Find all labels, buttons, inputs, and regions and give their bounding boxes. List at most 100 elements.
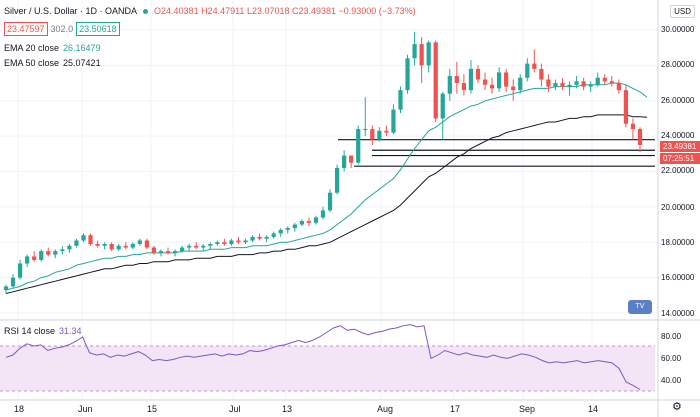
rsi-tick: 80.00 bbox=[661, 332, 682, 341]
candle-body bbox=[377, 130, 382, 140]
candle-body bbox=[384, 130, 389, 133]
candle-body bbox=[630, 123, 636, 130]
ema50-legend[interactable]: EMA 50 close 25.07421 bbox=[4, 58, 101, 68]
candle-body bbox=[257, 236, 262, 239]
candles bbox=[3, 31, 643, 294]
ema20-label: EMA 20 close bbox=[4, 43, 60, 53]
candle-body bbox=[468, 68, 474, 91]
price-tick: 14.00000 bbox=[661, 309, 695, 318]
candle-body bbox=[299, 221, 304, 225]
candle-body bbox=[201, 245, 206, 248]
candle-body bbox=[208, 244, 213, 246]
ema50-value: 25.07421 bbox=[63, 58, 101, 68]
candle-body bbox=[46, 251, 51, 255]
price-tick: 30.00000 bbox=[661, 25, 695, 34]
ema-lines bbox=[5, 82, 648, 294]
candle-body bbox=[370, 129, 375, 140]
candle-body bbox=[525, 63, 530, 78]
currency-button[interactable]: USD bbox=[670, 5, 695, 18]
candle-body bbox=[511, 86, 516, 91]
candle-body bbox=[123, 245, 128, 248]
candle-body bbox=[504, 72, 509, 87]
candle-body bbox=[581, 81, 586, 87]
tradingview-logo-icon[interactable]: TV bbox=[628, 300, 652, 314]
candle-body bbox=[363, 129, 368, 131]
chart-header: Silver / U.S. Dollar · 1D · OANDA O24.40… bbox=[4, 5, 416, 17]
candle-body bbox=[320, 210, 326, 218]
candle-body bbox=[39, 251, 44, 260]
candle-body bbox=[391, 109, 396, 133]
candle-body bbox=[313, 217, 319, 223]
candle-body bbox=[349, 155, 354, 163]
candle-body bbox=[243, 240, 248, 243]
candle-body bbox=[116, 245, 121, 250]
time-tick: Jul bbox=[229, 404, 241, 414]
candle-body bbox=[447, 75, 452, 94]
candle-body bbox=[179, 247, 185, 252]
candle-body bbox=[405, 58, 410, 91]
candle-body bbox=[595, 77, 600, 85]
candle-body bbox=[461, 83, 467, 91]
candle-body bbox=[637, 129, 643, 145]
gear-icon[interactable]: ⚙ bbox=[672, 401, 682, 413]
ema50-label: EMA 50 close bbox=[4, 58, 60, 68]
rsi-line bbox=[5, 324, 641, 390]
buy-price-button[interactable]: 23.50618 bbox=[76, 22, 120, 36]
rsi-label: RSI 14 close bbox=[4, 326, 56, 336]
candle-body bbox=[158, 251, 164, 253]
candle-body bbox=[532, 63, 537, 69]
rsi-tick: 60.00 bbox=[661, 354, 682, 363]
candle-body bbox=[609, 81, 614, 84]
rsi-legend[interactable]: RSI 14 close 31.34 bbox=[4, 326, 82, 336]
candle-body bbox=[17, 263, 23, 278]
time-tick: Jun bbox=[78, 404, 93, 414]
time-tick: Aug bbox=[377, 404, 394, 414]
candle-body bbox=[172, 251, 178, 253]
candle-body bbox=[553, 83, 558, 87]
candle-body bbox=[32, 256, 37, 260]
candle-body bbox=[187, 245, 192, 248]
last-price-tag: 23.49381 bbox=[660, 141, 700, 152]
ema20-value: 26.16479 bbox=[63, 43, 101, 53]
candle-body bbox=[602, 77, 607, 82]
symbol-title[interactable]: Silver / U.S. Dollar · 1D · OANDA bbox=[4, 6, 138, 16]
candle-body bbox=[194, 245, 199, 248]
rsi-band bbox=[0, 346, 655, 391]
candle-body bbox=[334, 167, 340, 193]
rsi-path bbox=[5, 324, 641, 390]
candle-body bbox=[130, 244, 135, 248]
price-tick: 20.00000 bbox=[661, 203, 695, 212]
price-tick: 18.00000 bbox=[661, 238, 695, 247]
candle-body bbox=[67, 245, 72, 250]
time-tick: 14 bbox=[588, 404, 599, 414]
candle-body bbox=[215, 242, 220, 245]
ema20-legend[interactable]: EMA 20 close 26.16479 bbox=[4, 43, 101, 53]
rsi-tick: 40.00 bbox=[661, 376, 682, 385]
candle-body bbox=[356, 129, 361, 163]
candle-body bbox=[433, 42, 438, 119]
candle-body bbox=[250, 236, 255, 241]
price-tick: 24.00000 bbox=[661, 131, 695, 140]
candle-body bbox=[616, 83, 621, 91]
candle-body bbox=[271, 233, 276, 237]
candle-body bbox=[95, 244, 100, 246]
time-tick: 13 bbox=[282, 404, 293, 414]
candle-body bbox=[306, 221, 312, 223]
candle-body bbox=[426, 42, 431, 66]
countdown-tag: 07:25:51 bbox=[660, 153, 700, 164]
candle-body bbox=[3, 286, 9, 291]
horizontal-lines[interactable] bbox=[338, 139, 655, 167]
price-tick: 28.00000 bbox=[661, 60, 695, 69]
sell-price-button[interactable]: 23.47597 bbox=[4, 22, 48, 36]
candle-body bbox=[292, 224, 297, 229]
candle-body bbox=[88, 235, 93, 245]
price-tick: 22.00000 bbox=[661, 166, 695, 175]
candle-body bbox=[482, 79, 488, 85]
candle-body bbox=[412, 44, 417, 59]
candle-body bbox=[109, 244, 114, 250]
candle-body bbox=[489, 84, 495, 89]
spread-value: 302.0 bbox=[50, 24, 74, 34]
candle-body bbox=[278, 229, 283, 234]
candle-body bbox=[560, 83, 565, 87]
